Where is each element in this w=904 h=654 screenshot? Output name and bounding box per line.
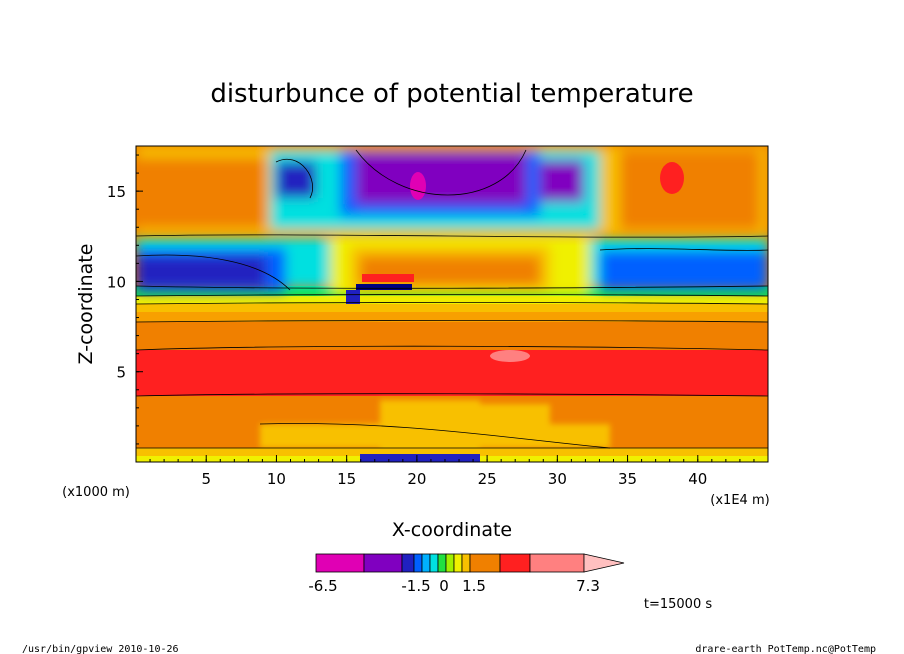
colorbar-swatch — [461, 553, 471, 573]
x-axis: 5 10 15 20 25 30 35 40 — [149, 455, 755, 488]
x-tick-label: 40 — [688, 470, 707, 488]
colorbar-swatch — [421, 553, 431, 573]
y-axis-label: Z-coordinate — [75, 244, 97, 365]
colorbar-swatch — [453, 553, 463, 573]
colorbar-swatch — [469, 553, 501, 573]
colorbar-swatch — [445, 553, 455, 573]
colorbar-swatch — [529, 553, 585, 573]
footer-left: /usr/bin/gpview 2010-10-26 — [22, 644, 179, 654]
colorbar-label: 1.5 — [462, 577, 486, 595]
colorbar-swatch — [315, 553, 365, 573]
colorbar-arrow — [583, 553, 625, 573]
colorbar-labels: -6.5 -1.5 0 1.5 7.3 — [308, 577, 600, 595]
colorbar-swatch — [429, 553, 439, 573]
y-tick-label: 5 — [116, 364, 126, 382]
x-tick-label: 30 — [548, 470, 567, 488]
x-tick-label: 20 — [407, 470, 426, 488]
y-axis: 5 10 15 — [107, 154, 143, 445]
field-area — [136, 146, 768, 462]
colorbar-swatch — [437, 553, 447, 573]
colorbar-label: 7.3 — [576, 577, 600, 595]
colorbar-label: 0 — [439, 577, 449, 595]
colorbar-swatch — [499, 553, 531, 573]
time-label: t=15000 s — [644, 597, 712, 612]
chart-title: disturbunce of potential temperature — [210, 79, 693, 109]
x-tick-label: 10 — [267, 470, 286, 488]
colorbar-swatch — [363, 553, 403, 573]
footer-right: drare-earth_PotTemp.nc@PotTemp — [695, 644, 876, 654]
y-tick-label: 15 — [107, 183, 126, 201]
x-tick-label: 25 — [478, 470, 497, 488]
x-unit-note: (x1E4 m) — [710, 493, 769, 508]
field-red-band — [136, 350, 768, 396]
colorbar-swatch — [401, 553, 415, 573]
colorbar-label: -6.5 — [308, 577, 337, 595]
x-tick-label: 35 — [618, 470, 637, 488]
colorbar-swatch — [413, 553, 423, 573]
x-tick-label: 15 — [337, 470, 356, 488]
x-axis-label: X-coordinate — [392, 519, 512, 541]
colorbar-label: -1.5 — [401, 577, 430, 595]
plot-frame — [135, 145, 769, 463]
y-unit-note: (x1000 m) — [62, 485, 130, 500]
y-tick-label: 10 — [107, 273, 126, 291]
colorbar — [315, 553, 625, 573]
x-tick-label: 5 — [201, 470, 211, 488]
